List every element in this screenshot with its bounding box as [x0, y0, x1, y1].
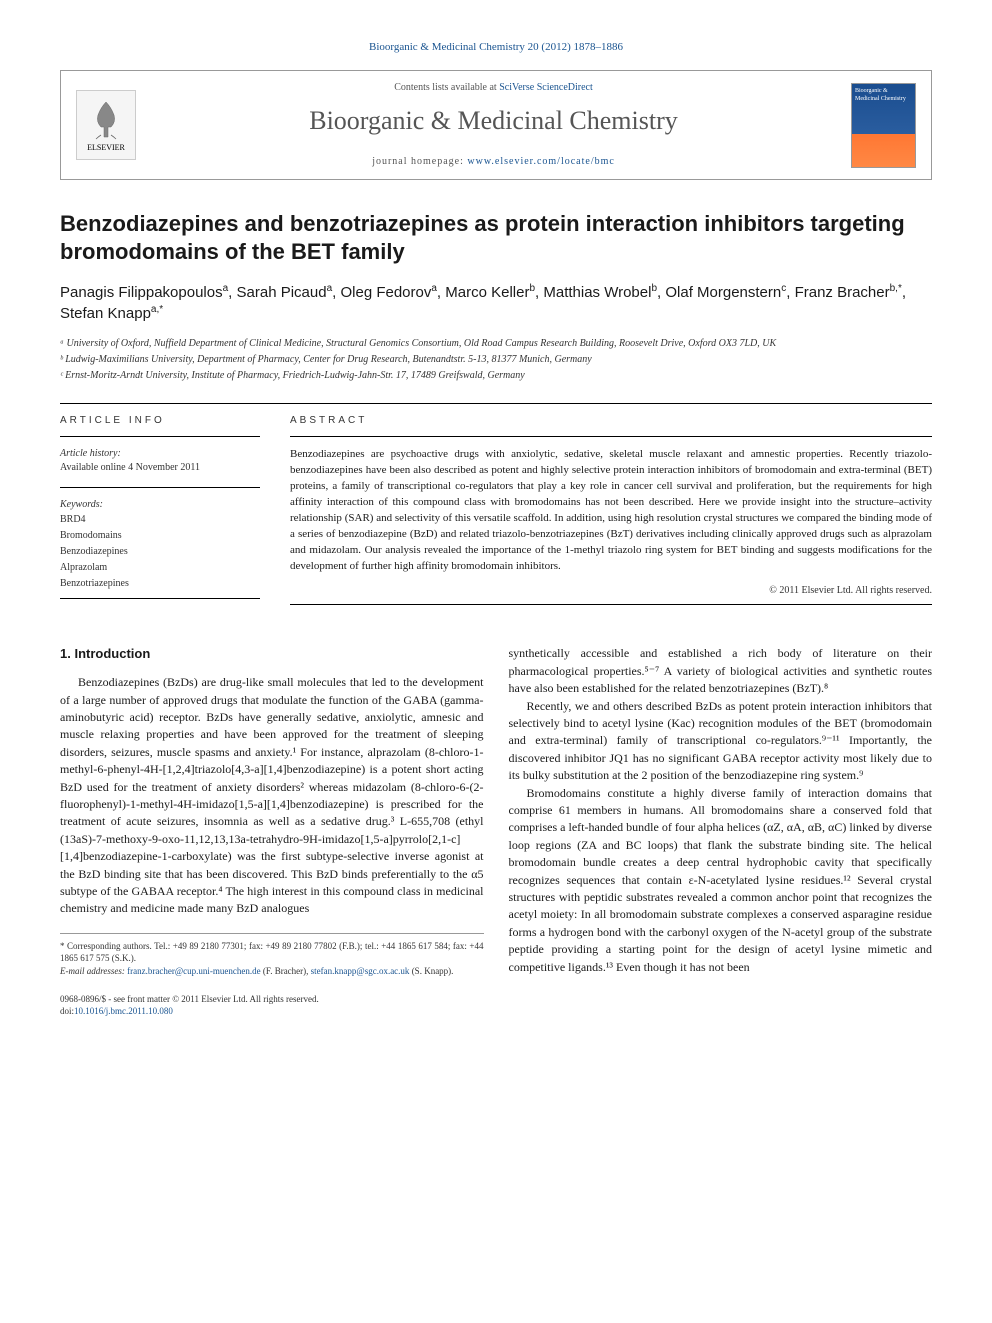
keyword-item: Benzotriazepines: [60, 576, 260, 592]
divider: [60, 487, 260, 488]
elsevier-tree-icon: [86, 97, 126, 142]
email-line: E-mail addresses: franz.bracher@cup.uni-…: [60, 965, 484, 978]
sciencedirect-link[interactable]: SciVerse ScienceDirect: [499, 82, 593, 93]
abstract-col: ABSTRACT Benzodiazepines are psychoactiv…: [290, 414, 932, 616]
info-abstract-row: ARTICLE INFO Article history: Available …: [60, 414, 932, 616]
affiliation-item: ᶜ Ernst-Moritz-Arndt University, Institu…: [60, 368, 932, 383]
divider: [290, 436, 932, 437]
doi-link[interactable]: 10.1016/j.bmc.2011.10.080: [74, 1006, 173, 1016]
journal-header-box: ELSEVIER Contents lists available at Sci…: [60, 70, 932, 179]
abstract-text: Benzodiazepines are psychoactive drugs w…: [290, 447, 932, 575]
doi-label: doi:: [60, 1006, 74, 1016]
issn-line: 0968-0896/$ - see front matter © 2011 El…: [60, 993, 484, 1006]
email-label: E-mail addresses:: [60, 966, 125, 976]
divider: [60, 436, 260, 437]
homepage-link[interactable]: www.elsevier.com/locate/bmc: [467, 156, 614, 167]
header-citation: Bioorganic & Medicinal Chemistry 20 (201…: [60, 40, 932, 55]
abstract-heading: ABSTRACT: [290, 414, 932, 428]
keywords-label: Keywords:: [60, 498, 260, 512]
email-name-2: (S. Knapp).: [412, 966, 454, 976]
affiliation-item: ᵇ Ludwig-Maximilians University, Departm…: [60, 352, 932, 367]
article-info-heading: ARTICLE INFO: [60, 414, 260, 428]
footnotes: * Corresponding authors. Tel.: +49 89 21…: [60, 933, 484, 978]
history-label: Article history:: [60, 447, 260, 461]
article-info-col: ARTICLE INFO Article history: Available …: [60, 414, 260, 616]
body-col-left: 1. Introduction Benzodiazepines (BzDs) a…: [60, 645, 484, 1017]
body-columns: 1. Introduction Benzodiazepines (BzDs) a…: [60, 645, 932, 1017]
journal-homepage: journal homepage: www.elsevier.com/locat…: [156, 155, 831, 169]
intro-heading: 1. Introduction: [60, 645, 484, 664]
intro-para-1: Benzodiazepines (BzDs) are drug-like sma…: [60, 674, 484, 917]
article-title: Benzodiazepines and benzotriazepines as …: [60, 210, 932, 267]
journal-cover-thumb: Bioorganic & Medicinal Chemistry: [851, 83, 916, 168]
journal-center: Contents lists available at SciVerse Sci…: [156, 81, 831, 168]
keyword-item: BRD4: [60, 512, 260, 528]
keyword-item: Benzodiazepines: [60, 544, 260, 560]
elsevier-logo: ELSEVIER: [76, 90, 136, 160]
email-link-1[interactable]: franz.bracher@cup.uni-muenchen.de: [127, 966, 260, 976]
thumb-label: Bioorganic & Medicinal Chemistry: [855, 88, 906, 102]
footer-meta: 0968-0896/$ - see front matter © 2011 El…: [60, 993, 484, 1018]
affiliations: ᵃ University of Oxford, Nuffield Departm…: [60, 336, 932, 383]
col2-para-1: synthetically accessible and established…: [509, 645, 933, 697]
contents-label: Contents lists available at: [394, 82, 496, 93]
divider: [60, 403, 932, 404]
body-col-right: synthetically accessible and established…: [509, 645, 933, 1017]
abstract-copyright: © 2011 Elsevier Ltd. All rights reserved…: [290, 584, 932, 598]
col2-para-2: Recently, we and others described BzDs a…: [509, 698, 933, 785]
journal-name: Bioorganic & Medicinal Chemistry: [156, 103, 831, 139]
divider: [60, 598, 260, 599]
doi-line: doi:10.1016/j.bmc.2011.10.080: [60, 1005, 484, 1018]
corresponding-author-note: * Corresponding authors. Tel.: +49 89 21…: [60, 940, 484, 965]
col2-para-3: Bromodomains constitute a highly diverse…: [509, 785, 933, 976]
divider: [290, 604, 932, 605]
history-text: Available online 4 November 2011: [60, 461, 260, 475]
keywords-list: BRD4BromodomainsBenzodiazepinesAlprazola…: [60, 512, 260, 592]
email-name-1: (F. Bracher),: [263, 966, 309, 976]
affiliation-item: ᵃ University of Oxford, Nuffield Departm…: [60, 336, 932, 351]
keyword-item: Bromodomains: [60, 528, 260, 544]
keyword-item: Alprazolam: [60, 560, 260, 576]
email-link-2[interactable]: stefan.knapp@sgc.ox.ac.uk: [311, 966, 410, 976]
contents-text: Contents lists available at SciVerse Sci…: [156, 81, 831, 95]
authors-list: Panagis Filippakopoulosa, Sarah Picauda,…: [60, 282, 932, 324]
elsevier-label: ELSEVIER: [87, 142, 125, 153]
homepage-label: journal homepage:: [372, 156, 464, 167]
